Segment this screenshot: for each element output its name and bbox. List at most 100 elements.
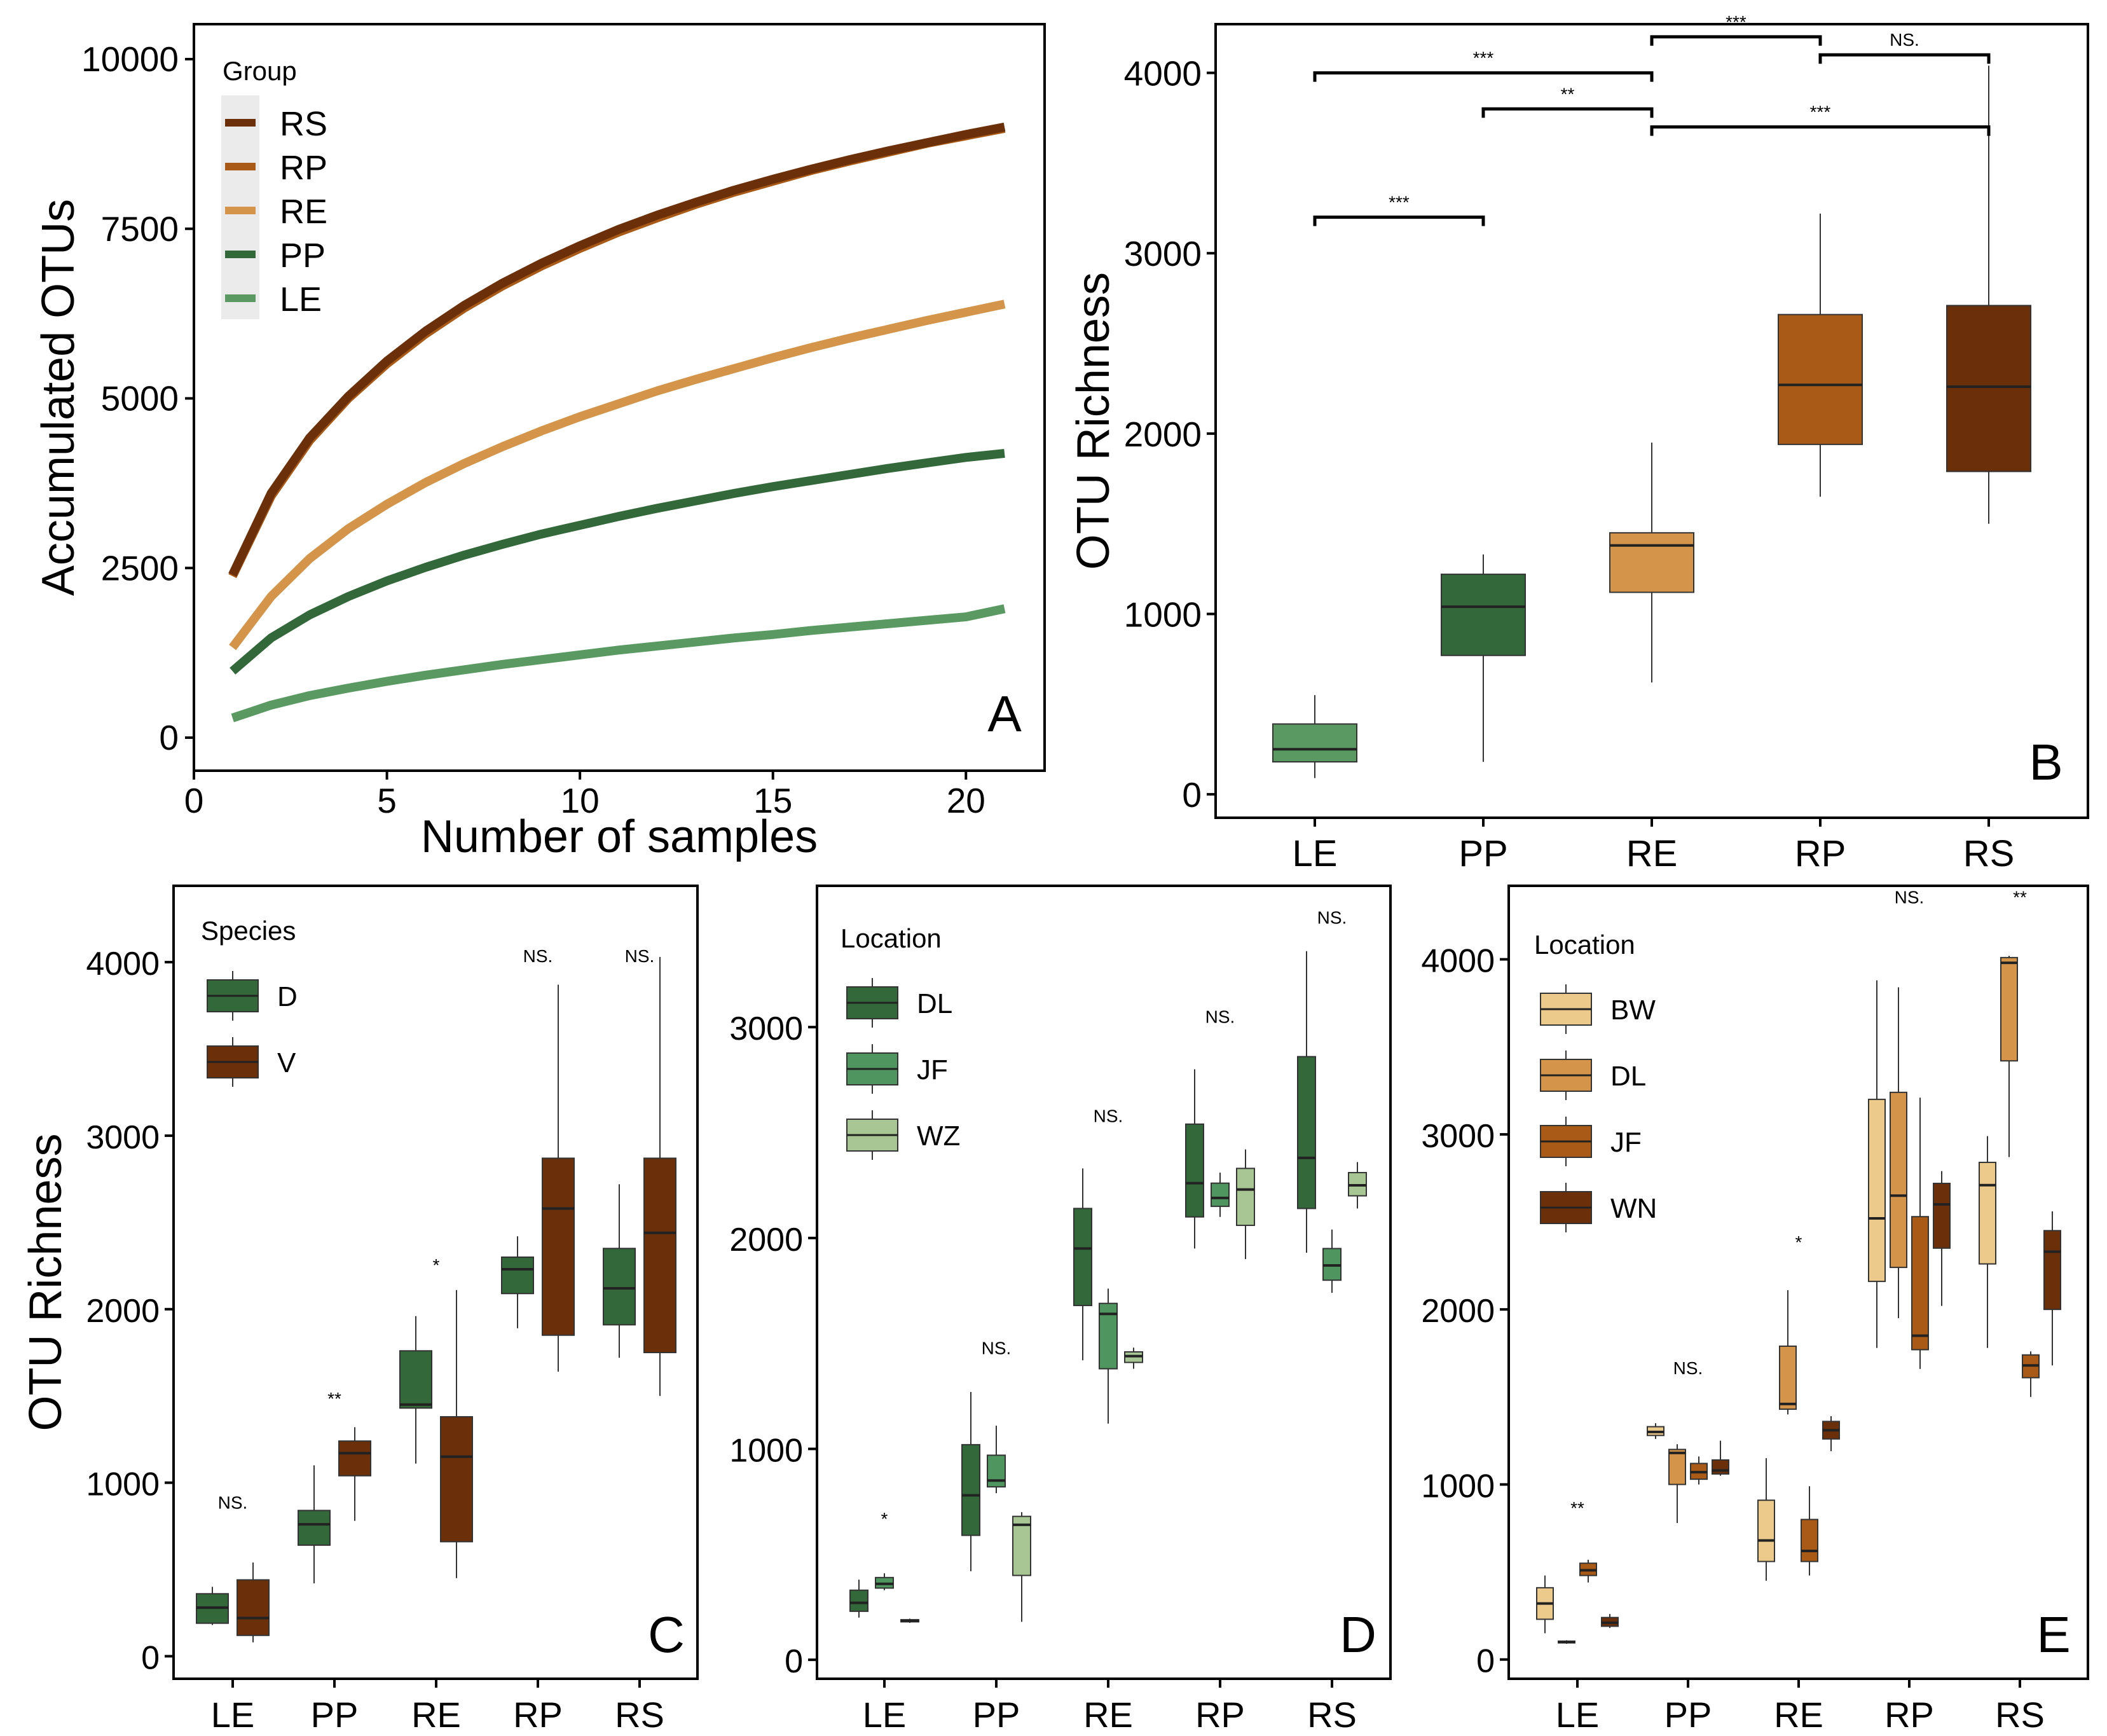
- box-rs-bw: [1979, 1136, 1996, 1348]
- x-tick-label-rs: RS: [1995, 1695, 2045, 1735]
- x-tick-label-le: LE: [1556, 1695, 1600, 1735]
- significance-label: *: [1795, 1232, 1802, 1252]
- y-tick-label: 1000: [1124, 595, 1202, 634]
- significance-label: NS.: [523, 946, 553, 966]
- x-tick-label-rp: RP: [1195, 1695, 1245, 1735]
- box-rp-dl: [1890, 987, 1907, 1318]
- y-tick-label: 10000: [81, 39, 179, 79]
- box-re-jf: [1099, 1288, 1118, 1424]
- legend-title: Location: [1534, 930, 1635, 960]
- significance-label: **: [1570, 1498, 1584, 1518]
- box-rs-wz: [1348, 1162, 1367, 1209]
- legend: Location DL JF WZ: [841, 923, 960, 1160]
- panel-label-d: D: [1340, 1606, 1376, 1663]
- x-tick-label-rs: RS: [1307, 1695, 1357, 1735]
- panel-label-a: A: [987, 685, 1022, 742]
- significance-label: NS.: [1317, 908, 1347, 928]
- box-re-wz: [1124, 1347, 1143, 1369]
- legend-label-re: RE: [280, 193, 327, 231]
- x-tick-label-rp: RP: [513, 1695, 563, 1735]
- box-pp: [1441, 554, 1526, 762]
- bracket-line: [1313, 71, 1654, 82]
- box-body: [338, 1440, 371, 1477]
- y-tick-label: 2000: [86, 1293, 160, 1330]
- box-body: [1911, 1216, 1929, 1351]
- y-tick-label: 4000: [1421, 943, 1495, 980]
- box-body: [2000, 956, 2018, 1062]
- legend-label-bw: BW: [1610, 995, 1656, 1026]
- box-body: [1779, 1345, 1797, 1410]
- box-rp-d: [501, 1236, 534, 1328]
- significance-label: NS.: [1205, 1007, 1235, 1027]
- y-tick-label: 4000: [1124, 54, 1202, 93]
- legend: Species D V: [201, 916, 298, 1087]
- box-le: [1272, 695, 1357, 778]
- bracket-label: ***: [1726, 12, 1747, 32]
- x-tick-label-rs: RS: [1963, 833, 2015, 874]
- y-tick-label: 5000: [101, 379, 179, 418]
- y-tick-label: 3000: [86, 1119, 160, 1156]
- box-body: [1946, 305, 2031, 472]
- y-tick-label: 0: [141, 1640, 160, 1677]
- bracket-line: [1650, 125, 1991, 136]
- box-rp-wz: [1236, 1149, 1255, 1260]
- bracket-label: ***: [1810, 102, 1831, 122]
- box-body: [1073, 1208, 1092, 1306]
- box-re: [1609, 443, 1694, 683]
- box-rp-wn: [1933, 1171, 1951, 1306]
- box-pp-v: [338, 1427, 371, 1521]
- y-axis-title: OTU Richness: [1068, 272, 1119, 570]
- box-body: [1272, 723, 1357, 763]
- significance-bracket: **: [1481, 84, 1654, 118]
- significance-label: NS.: [1094, 1106, 1123, 1126]
- box-le-d: [196, 1587, 229, 1625]
- significance-label: NS.: [1673, 1358, 1703, 1378]
- legend: Group RS RP RE PP LE: [221, 56, 327, 319]
- box-body: [1236, 1168, 1255, 1226]
- series-line-re: [229, 300, 1006, 651]
- box-pp-d: [298, 1465, 331, 1583]
- panel-label-e: E: [2036, 1606, 2070, 1663]
- box-rs-d: [603, 1184, 636, 1358]
- series-line-pp: [230, 448, 1005, 675]
- legend-label-dl: DL: [1610, 1061, 1646, 1092]
- y-tick-label: 2000: [1421, 1293, 1495, 1330]
- plot-frame: [816, 885, 1392, 1680]
- box-body: [2043, 1230, 2061, 1311]
- legend-label-v: V: [277, 1047, 296, 1078]
- box-body: [961, 1443, 980, 1536]
- x-tick-label: 15: [753, 781, 792, 820]
- legend-label-wn: WN: [1610, 1193, 1657, 1224]
- y-tick-label: 1000: [1421, 1468, 1495, 1505]
- significance-bracket: ***: [1650, 12, 1822, 46]
- significance-label: NS.: [625, 946, 655, 966]
- y-tick-label: 0: [785, 1643, 803, 1680]
- legend-title: Species: [201, 916, 296, 946]
- y-tick-label: 3000: [1124, 234, 1202, 273]
- x-tick-label-pp: PP: [1664, 1695, 1712, 1735]
- panel-e-location-richness-boxplot: 0 1000 2000 3000 4000 LE PP RE RP RS ** NS. * NS. ** Lo…: [1421, 885, 2089, 1735]
- y-tick-label: 3000: [1421, 1118, 1495, 1155]
- legend-label-d: D: [277, 981, 298, 1012]
- box-rs: [1946, 65, 2031, 524]
- legend-label-pp: PP: [280, 237, 326, 275]
- x-tick-label-pp: PP: [311, 1695, 359, 1735]
- x-tick-label-re: RE: [1774, 1695, 1823, 1735]
- box-pp-bw: [1647, 1423, 1664, 1439]
- series-line-le: [231, 604, 1006, 722]
- x-tick-label-rs: RS: [615, 1695, 664, 1735]
- box-rp-bw: [1868, 980, 1886, 1348]
- box-body: [849, 1589, 868, 1612]
- box-body: [1801, 1519, 1818, 1562]
- significance-label: NS.: [1895, 888, 1925, 907]
- box-rp-v: [542, 984, 575, 1372]
- box-body: [603, 1248, 636, 1326]
- box-body: [1012, 1515, 1031, 1576]
- box-body: [440, 1416, 473, 1543]
- legend-label-le: LE: [280, 280, 322, 319]
- box-re-d: [399, 1316, 432, 1464]
- box-rs-v: [643, 956, 676, 1396]
- x-tick-label-re: RE: [411, 1695, 461, 1735]
- x-tick-label: 20: [947, 781, 985, 820]
- box-body: [1297, 1056, 1316, 1209]
